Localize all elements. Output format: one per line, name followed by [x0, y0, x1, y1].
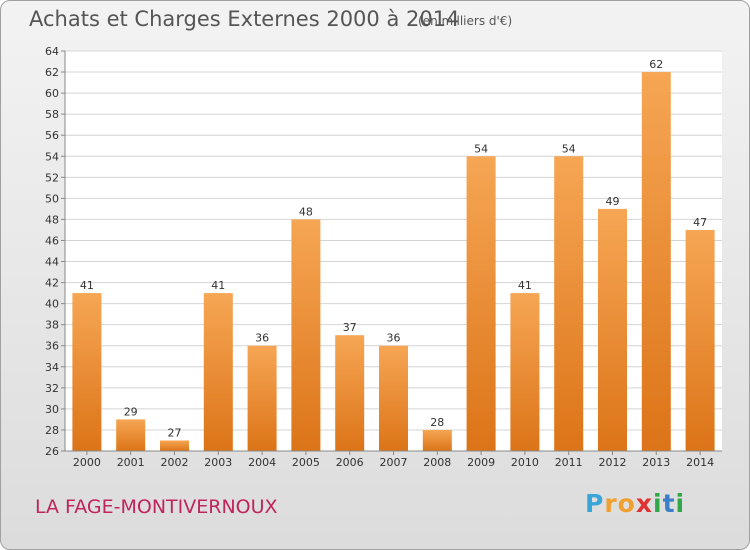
y-tick-label: 40 [45, 298, 59, 311]
bar [291, 219, 321, 451]
y-tick-label: 30 [45, 403, 59, 416]
x-tick-label: 2003 [204, 456, 232, 469]
x-tick-label: 2002 [161, 456, 189, 469]
y-tick-label: 54 [45, 150, 59, 163]
bar [335, 335, 365, 451]
y-tick-label: 26 [45, 445, 59, 458]
logo-letter: i [675, 489, 686, 518]
x-tick-label: 2013 [642, 456, 670, 469]
chart-title: Achats et Charges Externes 2000 à 2014 [29, 7, 460, 31]
bar-value-label: 27 [168, 426, 182, 439]
x-tick-label: 2006 [336, 456, 364, 469]
y-tick-label: 50 [45, 192, 59, 205]
bar-value-label: 47 [693, 216, 707, 229]
bar [466, 156, 496, 451]
x-tick-label: 2005 [292, 456, 320, 469]
bar [160, 440, 189, 451]
bar-value-label: 29 [124, 405, 138, 418]
bar [641, 72, 671, 451]
x-tick-label: 2000 [73, 456, 101, 469]
bar-value-label: 41 [211, 279, 225, 292]
bar [72, 293, 102, 451]
y-tick-label: 38 [45, 319, 59, 332]
bar-value-label: 37 [343, 321, 357, 334]
y-tick-label: 60 [45, 87, 59, 100]
bar-value-label: 36 [255, 332, 269, 345]
bar-value-label: 28 [430, 416, 444, 429]
y-tick-label: 32 [45, 382, 59, 395]
y-tick-label: 46 [45, 234, 59, 247]
x-tick-label: 2010 [511, 456, 539, 469]
bar [203, 293, 233, 451]
bar-value-label: 54 [474, 142, 488, 155]
bar [422, 429, 452, 451]
y-tick-label: 44 [45, 256, 59, 269]
y-tick-label: 36 [45, 340, 59, 353]
bar-value-label: 49 [606, 195, 620, 208]
y-tick-label: 34 [45, 361, 59, 374]
bar [510, 293, 540, 451]
logo-letter: r [604, 489, 618, 518]
bar-value-label: 36 [387, 332, 401, 345]
bar-value-label: 62 [649, 58, 663, 71]
y-tick-label: 52 [45, 171, 59, 184]
x-tick-label: 2007 [380, 456, 408, 469]
x-tick-label: 2011 [555, 456, 583, 469]
x-tick-label: 2001 [117, 456, 145, 469]
x-tick-label: 2009 [467, 456, 495, 469]
logo-letter: P [585, 489, 605, 518]
bar-value-label: 48 [299, 205, 313, 218]
y-tick-label: 42 [45, 277, 59, 290]
y-tick-label: 56 [45, 129, 59, 142]
y-tick-label: 28 [45, 424, 59, 437]
bar-value-label: 41 [80, 279, 94, 292]
location-name: LA FAGE-MONTIVERNOUX [35, 496, 278, 518]
logo-letter: o [617, 489, 636, 518]
bar [598, 208, 627, 451]
bar [116, 419, 146, 451]
chart-unit: (en milliers d'€) [418, 14, 513, 28]
y-tick-label: 48 [45, 213, 59, 226]
y-tick-label: 64 [45, 45, 59, 58]
bar-value-label: 54 [562, 142, 576, 155]
proxiti-logo: Proxiti [585, 489, 685, 518]
logo-letter: i [653, 489, 663, 518]
bar-value-label: 41 [518, 279, 532, 292]
bar [685, 229, 715, 451]
bar [379, 345, 408, 451]
y-tick-label: 58 [45, 108, 59, 121]
x-tick-label: 2014 [686, 456, 714, 469]
logo-letter: t [662, 489, 676, 518]
bar [247, 345, 277, 451]
x-tick-label: 2004 [248, 456, 276, 469]
logo-letter: x [635, 489, 653, 518]
y-tick-label: 62 [45, 66, 59, 79]
x-tick-label: 2012 [599, 456, 627, 469]
x-tick-label: 2008 [423, 456, 451, 469]
bar [554, 156, 584, 451]
